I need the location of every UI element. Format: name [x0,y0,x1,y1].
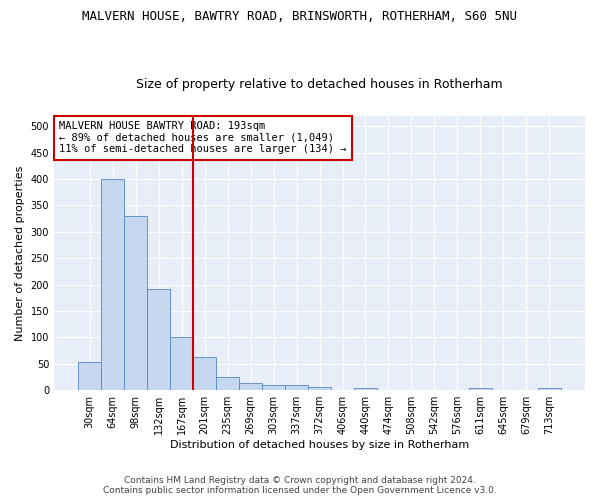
Bar [262,385,285,390]
Bar [538,388,561,390]
Bar [285,385,308,390]
Text: Contains HM Land Registry data © Crown copyright and database right 2024.
Contai: Contains HM Land Registry data © Crown c… [103,476,497,495]
Title: Size of property relative to detached houses in Rotherham: Size of property relative to detached ho… [136,78,503,91]
Bar [193,357,216,390]
X-axis label: Distribution of detached houses by size in Rotherham: Distribution of detached houses by size … [170,440,469,450]
Bar [170,338,193,390]
Bar [469,388,492,390]
Y-axis label: Number of detached properties: Number of detached properties [15,166,25,340]
Bar [308,387,331,390]
Bar [239,383,262,390]
Bar [354,388,377,390]
Text: MALVERN HOUSE, BAWTRY ROAD, BRINSWORTH, ROTHERHAM, S60 5NU: MALVERN HOUSE, BAWTRY ROAD, BRINSWORTH, … [83,10,517,23]
Text: MALVERN HOUSE BAWTRY ROAD: 193sqm
← 89% of detached houses are smaller (1,049)
1: MALVERN HOUSE BAWTRY ROAD: 193sqm ← 89% … [59,122,347,154]
Bar [216,377,239,390]
Bar [101,179,124,390]
Bar [124,216,147,390]
Bar [147,289,170,390]
Bar [78,362,101,390]
